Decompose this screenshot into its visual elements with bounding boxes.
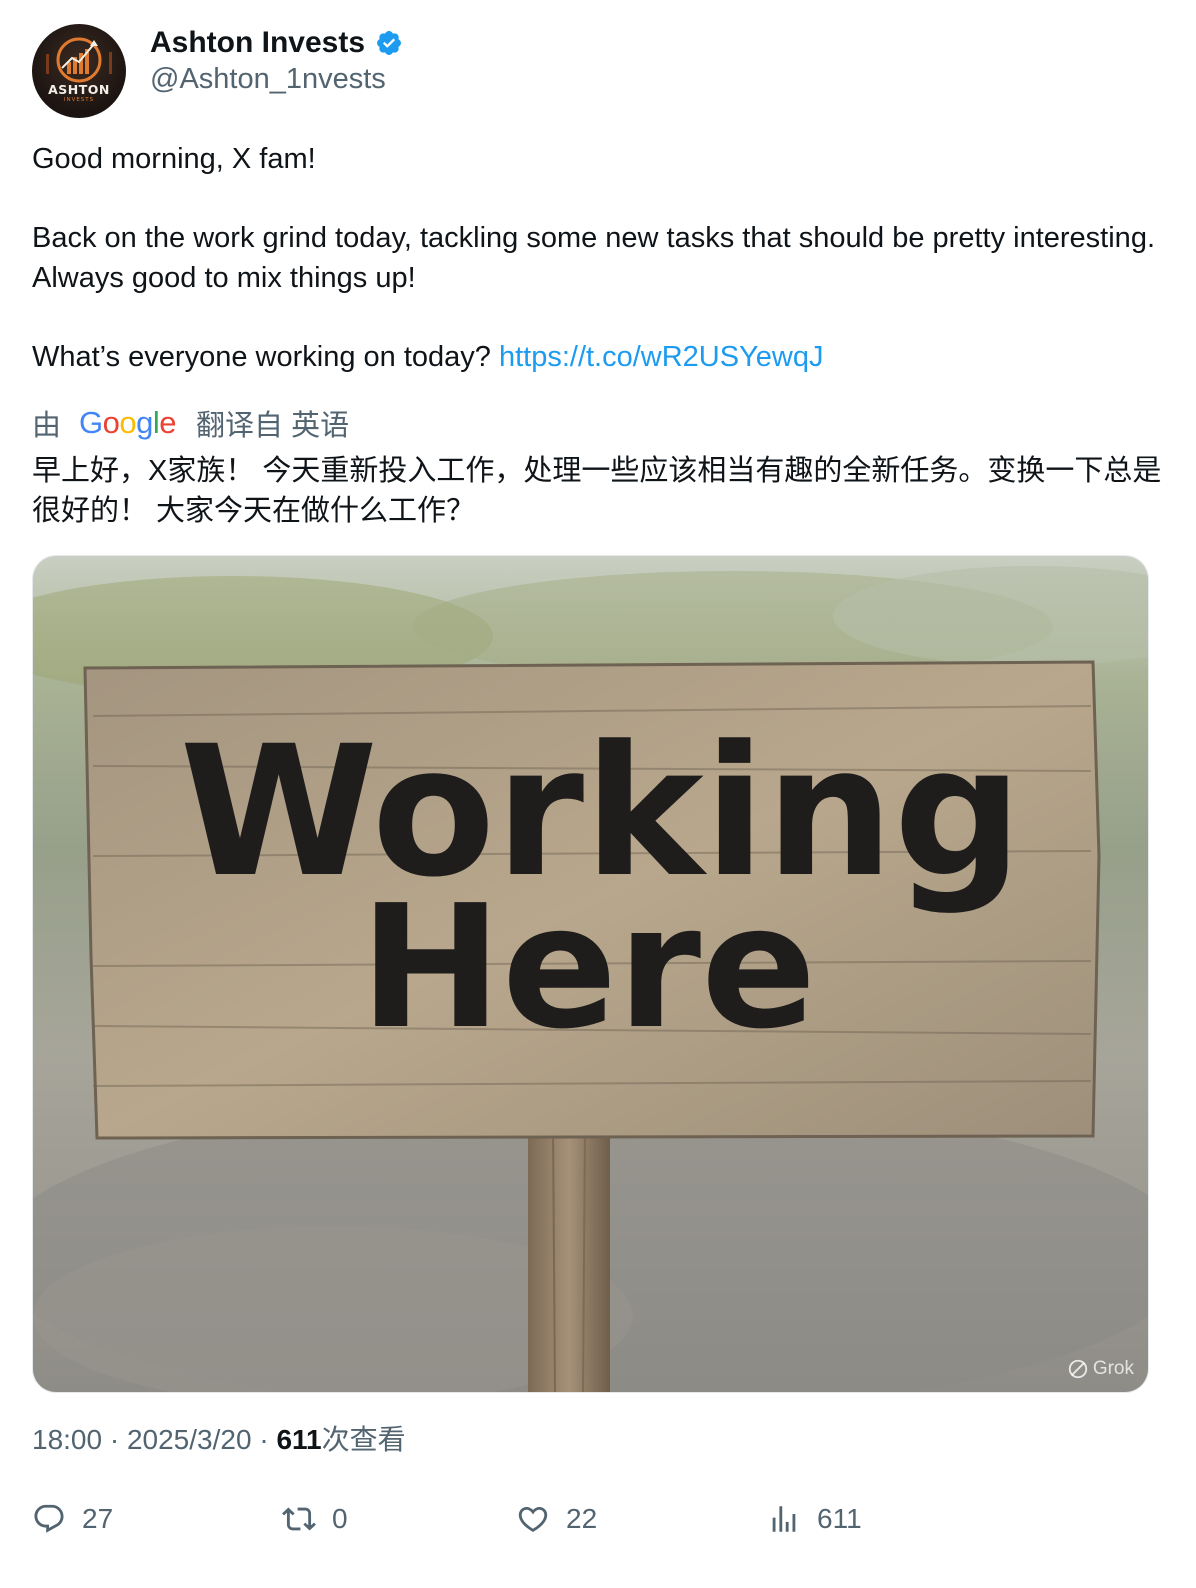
chart-logo-icon <box>46 37 112 83</box>
logo-sub: INVESTS <box>63 97 95 103</box>
repost-count: 0 <box>332 1503 348 1534</box>
translated-text: 早上好，X家族！ 今天重新投入工作，处理一些应该相当有趣的全新任务。变换一下总是… <box>32 455 1162 527</box>
sign-line2: Here <box>360 869 817 1067</box>
reply-button[interactable]: 27 <box>32 1502 113 1536</box>
display-name-row: Ashton Invests <box>150 26 403 60</box>
analytics-icon <box>772 1506 796 1532</box>
handle[interactable]: @Ashton_1nvests <box>150 63 386 95</box>
grok-label: Grok <box>1092 1358 1134 1379</box>
tweet-line-greeting: Good morning, X fam! <box>32 143 316 175</box>
reply-icon <box>34 1504 64 1533</box>
display-name[interactable]: Ashton Invests <box>150 26 366 59</box>
meta-separator: · <box>109 1424 120 1455</box>
tweet-question-text: What’s everyone working on today? <box>32 340 491 373</box>
views-count: 611 <box>276 1424 322 1455</box>
like-button[interactable]: 22 <box>516 1502 597 1536</box>
grok-watermark: Grok <box>1067 1358 1134 1380</box>
tweet-meta: 18:00 · 2025/3/20 · 611次查看 <box>32 1418 406 1458</box>
translation-suffix[interactable]: 翻译自 英语 <box>196 410 350 442</box>
repost-icon <box>282 1507 316 1531</box>
translation-attribution: 由 Google 翻译自 英语 <box>32 402 349 444</box>
repost-button[interactable]: 0 <box>282 1502 348 1536</box>
reply-count: 27 <box>82 1503 114 1534</box>
tweet-header: ASHTON INVESTS Ashton Invests @Ashton_1n… <box>32 24 403 120</box>
working-here-sign-image: Working Here <box>33 556 1148 1392</box>
meta-separator-2: · <box>259 1424 269 1455</box>
heart-icon <box>518 1506 548 1532</box>
avatar[interactable]: ASHTON INVESTS <box>32 24 126 118</box>
tweet-date[interactable]: 2025/3/20 <box>126 1424 252 1455</box>
action-bar: 27 0 22 611 <box>32 1502 1162 1542</box>
verified-badge-icon[interactable] <box>375 29 403 57</box>
views-label: 次查看 <box>321 1424 406 1455</box>
views-action-count: 611 <box>817 1503 862 1534</box>
logo-word: ASHTON <box>48 82 110 97</box>
tweet-line-question: What’s everyone working on today? https:… <box>32 338 1162 378</box>
google-logo: Google <box>79 405 177 440</box>
views-button[interactable]: 611 <box>767 1502 862 1536</box>
tweet-link[interactable]: https://t.co/wR2USYewqJ <box>498 340 824 373</box>
author-names: Ashton Invests @Ashton_1nvests <box>150 24 403 96</box>
tweet-text: Good morning, X fam! Back on the work gr… <box>32 140 1162 377</box>
sign-line1: Working <box>180 708 1023 917</box>
tweet-time[interactable]: 18:00 <box>32 1424 103 1455</box>
like-count: 22 <box>566 1503 598 1534</box>
tweet-line-body: Back on the work grind today, tackling s… <box>32 222 1155 294</box>
translation-prefix: 由 <box>32 410 62 442</box>
grok-icon <box>1068 1359 1087 1379</box>
tweet-image[interactable]: Working Here Grok <box>32 555 1149 1393</box>
